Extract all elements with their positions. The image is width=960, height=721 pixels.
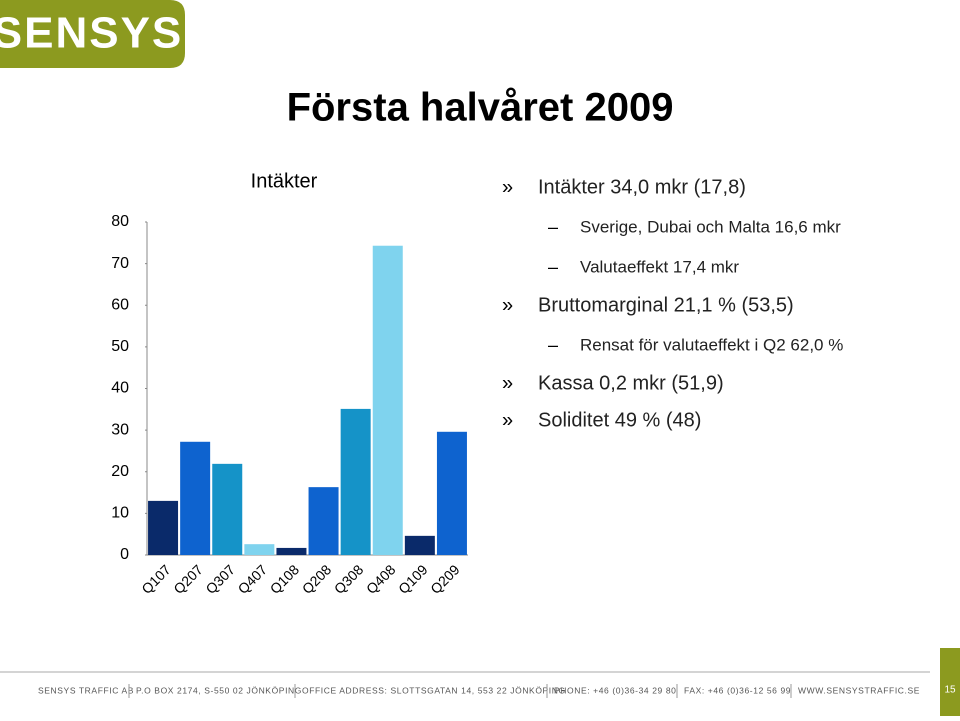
bullet-text: Sverige, Dubai och Malta 16,6 mkr — [580, 217, 841, 236]
footer-text: PHONE: +46 (0)36-34 29 80 — [554, 685, 677, 695]
bullet-marker: » — [502, 176, 513, 198]
footer-text: SENSYS TRAFFIC AB — [38, 685, 134, 695]
page-number: 15 — [944, 685, 956, 696]
bullet-marker: – — [548, 257, 558, 277]
x-tick-label: Q209 — [427, 561, 463, 597]
y-tick-label: 40 — [111, 380, 129, 397]
bullet-marker: – — [548, 217, 558, 237]
x-tick-label: Q407 — [235, 561, 271, 597]
x-tick-label: Q308 — [331, 561, 367, 597]
bullet-marker: » — [502, 372, 513, 394]
bullet-text: Soliditet 49 % (48) — [538, 409, 701, 431]
logo-box — [0, 0, 185, 68]
bullet-marker: » — [502, 294, 513, 316]
bar — [212, 463, 243, 555]
bullet-text: Intäkter 34,0 mkr (17,8) — [538, 176, 746, 198]
bar — [148, 500, 179, 555]
bar — [276, 547, 307, 555]
bar — [180, 441, 211, 555]
bar — [436, 431, 467, 555]
bullet-marker: » — [502, 409, 513, 431]
chart-title: Intäkter — [251, 170, 318, 192]
y-tick-label: 80 — [111, 213, 129, 230]
x-tick-label: Q208 — [299, 561, 335, 597]
x-tick-label: Q107 — [138, 561, 174, 597]
footer-text: FAX: +46 (0)36-12 56 99 — [684, 685, 791, 695]
footer-text: WWW.SENSYSTRAFFIC.SE — [798, 685, 920, 695]
x-tick-label: Q408 — [363, 561, 399, 597]
x-tick-label: Q108 — [267, 561, 303, 597]
y-tick-label: 50 — [111, 338, 129, 355]
y-tick-label: 10 — [111, 505, 129, 522]
bar — [308, 487, 339, 555]
bullet-marker: – — [548, 335, 558, 355]
bar — [340, 408, 371, 555]
footer-text: OFFICE ADDRESS: SLOTTSGATAN 14, 553 22 J… — [302, 685, 566, 695]
slide-title: Första halvåret 2009 — [287, 86, 674, 130]
bar — [244, 544, 275, 555]
page-box — [940, 648, 960, 716]
y-tick-label: 30 — [111, 421, 129, 438]
y-tick-label: 70 — [111, 255, 129, 272]
bullet-text: Rensat för valutaeffekt i Q2 62,0 % — [580, 335, 843, 354]
logo: SENSYS — [0, 9, 183, 58]
x-tick-label: Q207 — [170, 561, 206, 597]
y-tick-label: 60 — [111, 296, 129, 313]
x-tick-label: Q109 — [395, 561, 431, 597]
bar — [404, 535, 435, 555]
y-tick-label: 0 — [120, 546, 129, 563]
footer-text: P.O BOX 2174, S-550 02 JÖNKÖPING — [136, 685, 302, 695]
bullet-text: Kassa 0,2 mkr (51,9) — [538, 372, 724, 394]
x-tick-label: Q307 — [202, 561, 238, 597]
bar — [372, 245, 403, 555]
y-tick-label: 20 — [111, 463, 129, 480]
bullet-text: Valutaeffekt 17,4 mkr — [580, 257, 739, 276]
bullet-text: Bruttomarginal 21,1 % (53,5) — [538, 294, 794, 316]
